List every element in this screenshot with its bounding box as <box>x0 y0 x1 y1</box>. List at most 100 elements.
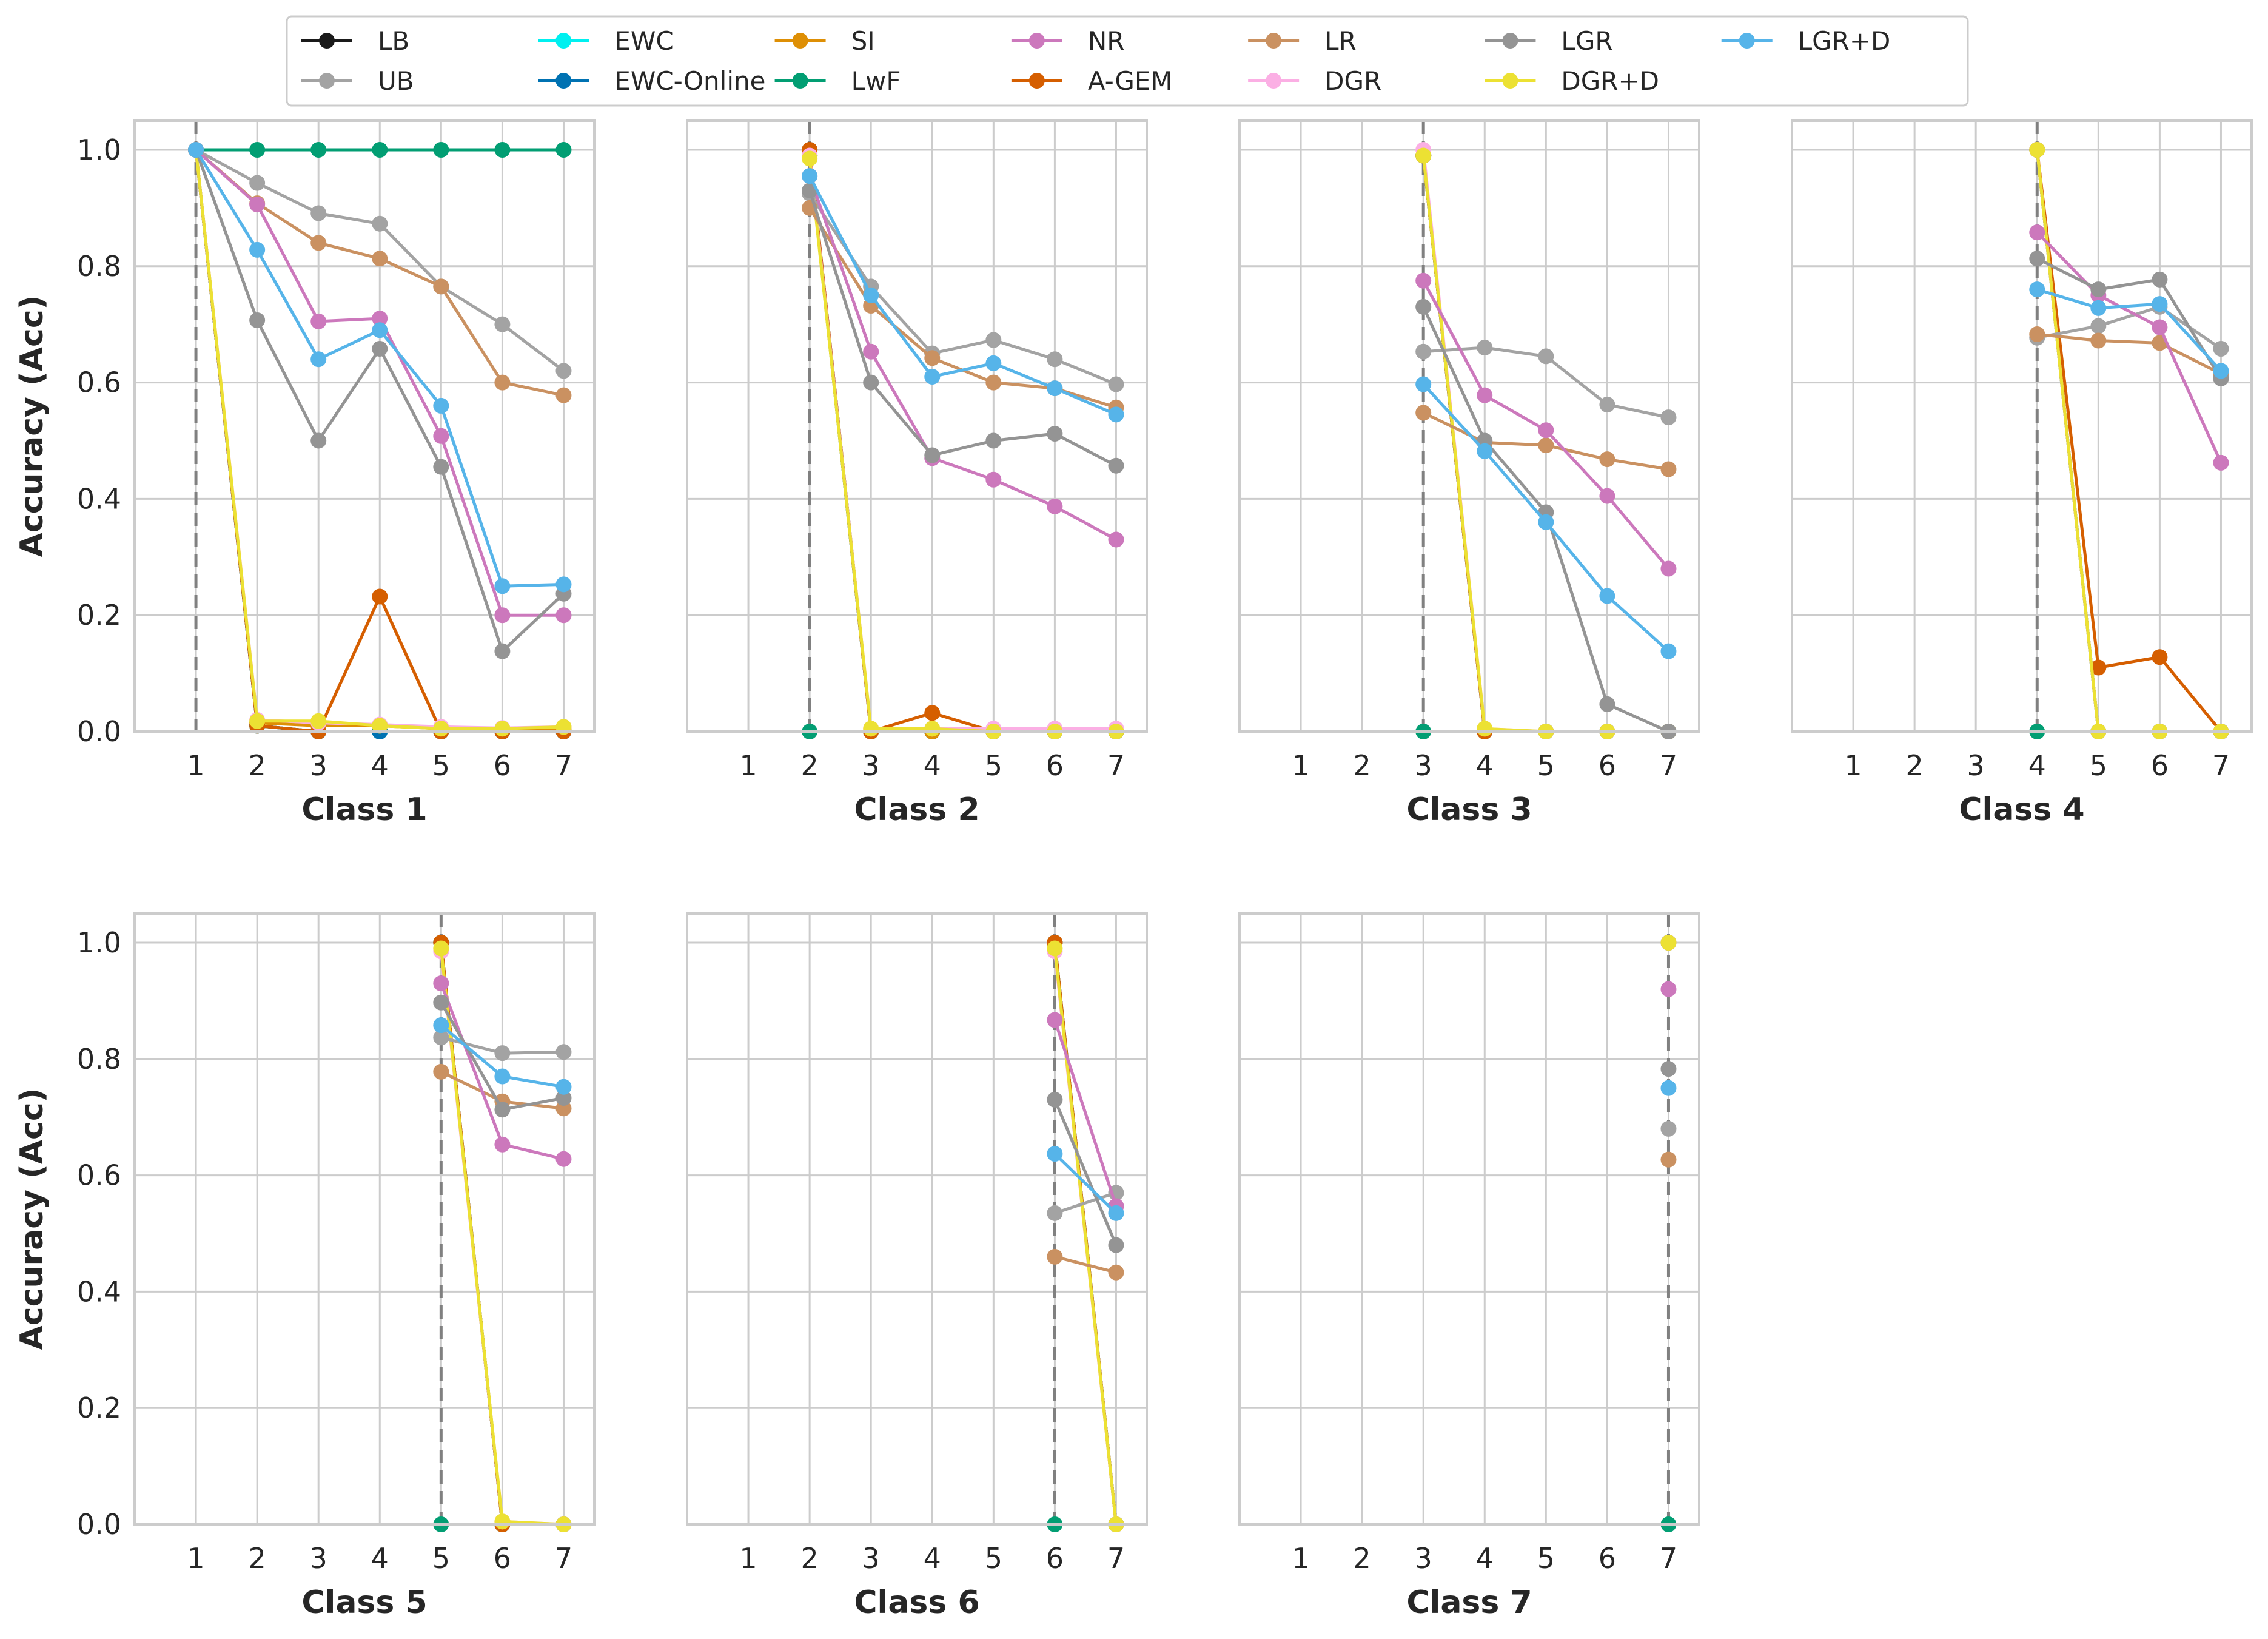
data-point <box>1538 348 1554 365</box>
data-point <box>985 332 1002 348</box>
legend-marker <box>555 73 572 89</box>
legend-marker <box>792 33 808 49</box>
x-tick-label: 5 <box>985 749 1002 782</box>
data-point <box>555 1044 572 1060</box>
data-point <box>494 1513 511 1530</box>
data-point <box>555 576 572 593</box>
plot-frame <box>686 912 1148 1526</box>
x-axis-label: Class 3 <box>1406 792 1532 828</box>
data-point <box>2029 251 2045 267</box>
x-tick-label: 4 <box>1476 749 1494 782</box>
plot-frame <box>1238 912 1700 1526</box>
data-point <box>985 374 1002 391</box>
x-tick-label: 1 <box>739 1542 757 1575</box>
data-point <box>985 432 1002 449</box>
data-point <box>494 1068 511 1085</box>
data-point <box>2152 271 2168 288</box>
data-point <box>863 343 879 360</box>
data-point <box>1660 409 1677 426</box>
x-tick-label: 3 <box>1967 749 1985 782</box>
legend-item-dgr-d: DGR+D <box>1485 66 1659 96</box>
data-point <box>494 1102 511 1118</box>
legend-marker <box>1028 73 1045 89</box>
series-lr <box>1047 1248 1124 1281</box>
x-tick-label: 6 <box>2151 749 2169 782</box>
legend-label: DGR <box>1324 66 1381 96</box>
data-point <box>2213 340 2229 357</box>
data-point <box>555 607 572 624</box>
series-lgr <box>802 183 1124 474</box>
series-lgr-d <box>1415 376 1677 659</box>
data-point <box>2090 332 2107 349</box>
data-point <box>433 278 449 295</box>
legend-label: LR <box>1324 26 1357 56</box>
data-point <box>433 940 449 957</box>
legend-item-lb: LB <box>301 26 409 56</box>
series-nr <box>1660 981 1677 997</box>
series-lgr-d <box>2029 281 2229 379</box>
series-nr <box>188 141 572 624</box>
data-point <box>985 471 1002 488</box>
y-tick-label: 0.0 <box>77 715 121 748</box>
x-tick-label: 4 <box>924 749 941 782</box>
data-point <box>372 340 388 357</box>
data-point <box>985 355 1002 371</box>
x-tick-label: 5 <box>2090 749 2107 782</box>
legend-label: EWC-Online <box>614 66 765 96</box>
data-point <box>924 447 941 463</box>
data-point <box>433 1063 449 1080</box>
x-tick-label: 7 <box>1107 749 1125 782</box>
plot-area <box>687 914 1147 1524</box>
data-point <box>433 1029 449 1046</box>
data-point <box>433 994 449 1011</box>
data-point <box>1660 560 1677 577</box>
y-tick-label: 0.6 <box>77 366 121 399</box>
data-point <box>555 387 572 403</box>
data-point <box>863 721 879 737</box>
data-point <box>1477 443 1493 459</box>
legend-label: DGR+D <box>1561 66 1659 96</box>
data-point <box>2029 326 2045 342</box>
y-tick-label: 0.6 <box>77 1159 121 1192</box>
x-tick-label: 2 <box>1353 1542 1371 1575</box>
panel-class-2: 1 2 3 4 5 6 7 Class 2 <box>686 119 1148 828</box>
series-lgr-d <box>433 1017 572 1095</box>
x-tick-label: 4 <box>2028 749 2046 782</box>
data-point <box>1108 406 1124 423</box>
x-tick-label: 1 <box>1292 1542 1309 1575</box>
legend-frame <box>286 15 1969 107</box>
data-point <box>555 1079 572 1095</box>
panel-class-7: 1 2 3 4 5 6 7 Class 7 <box>1238 912 1700 1621</box>
data-point <box>1415 376 1432 392</box>
data-point <box>433 721 449 737</box>
x-tick-label: 5 <box>985 1542 1002 1575</box>
y-tick-label: 0.8 <box>77 1043 121 1075</box>
series-ub <box>1660 1120 1677 1137</box>
legend-marker <box>555 33 572 49</box>
data-point <box>555 1090 572 1106</box>
series-line <box>808 190 1117 467</box>
legend-marker <box>1739 33 1755 49</box>
x-tick-label: 2 <box>248 1542 266 1575</box>
data-point <box>249 312 266 328</box>
plot-area <box>135 914 594 1524</box>
x-tick-label: 6 <box>1599 749 1616 782</box>
data-point <box>494 607 511 624</box>
x-tick-label: 1 <box>739 749 757 782</box>
y-axis-label: Accuracy (Acc) <box>14 1088 50 1350</box>
x-tick-label: 3 <box>1415 1542 1432 1575</box>
data-point <box>1047 425 1063 442</box>
y-tick-label: 0.4 <box>77 482 121 515</box>
data-point <box>555 363 572 379</box>
data-point <box>1660 934 1677 951</box>
x-tick-label: 4 <box>1476 1542 1494 1575</box>
data-point <box>494 316 511 332</box>
data-point <box>1660 1151 1677 1168</box>
data-point <box>2090 300 2107 316</box>
x-tick-label: 7 <box>1660 749 1677 782</box>
data-point <box>494 578 511 594</box>
x-tick-label: 3 <box>862 749 880 782</box>
x-tick-label: 3 <box>310 1542 327 1575</box>
data-point <box>802 168 818 184</box>
data-point <box>1660 981 1677 997</box>
